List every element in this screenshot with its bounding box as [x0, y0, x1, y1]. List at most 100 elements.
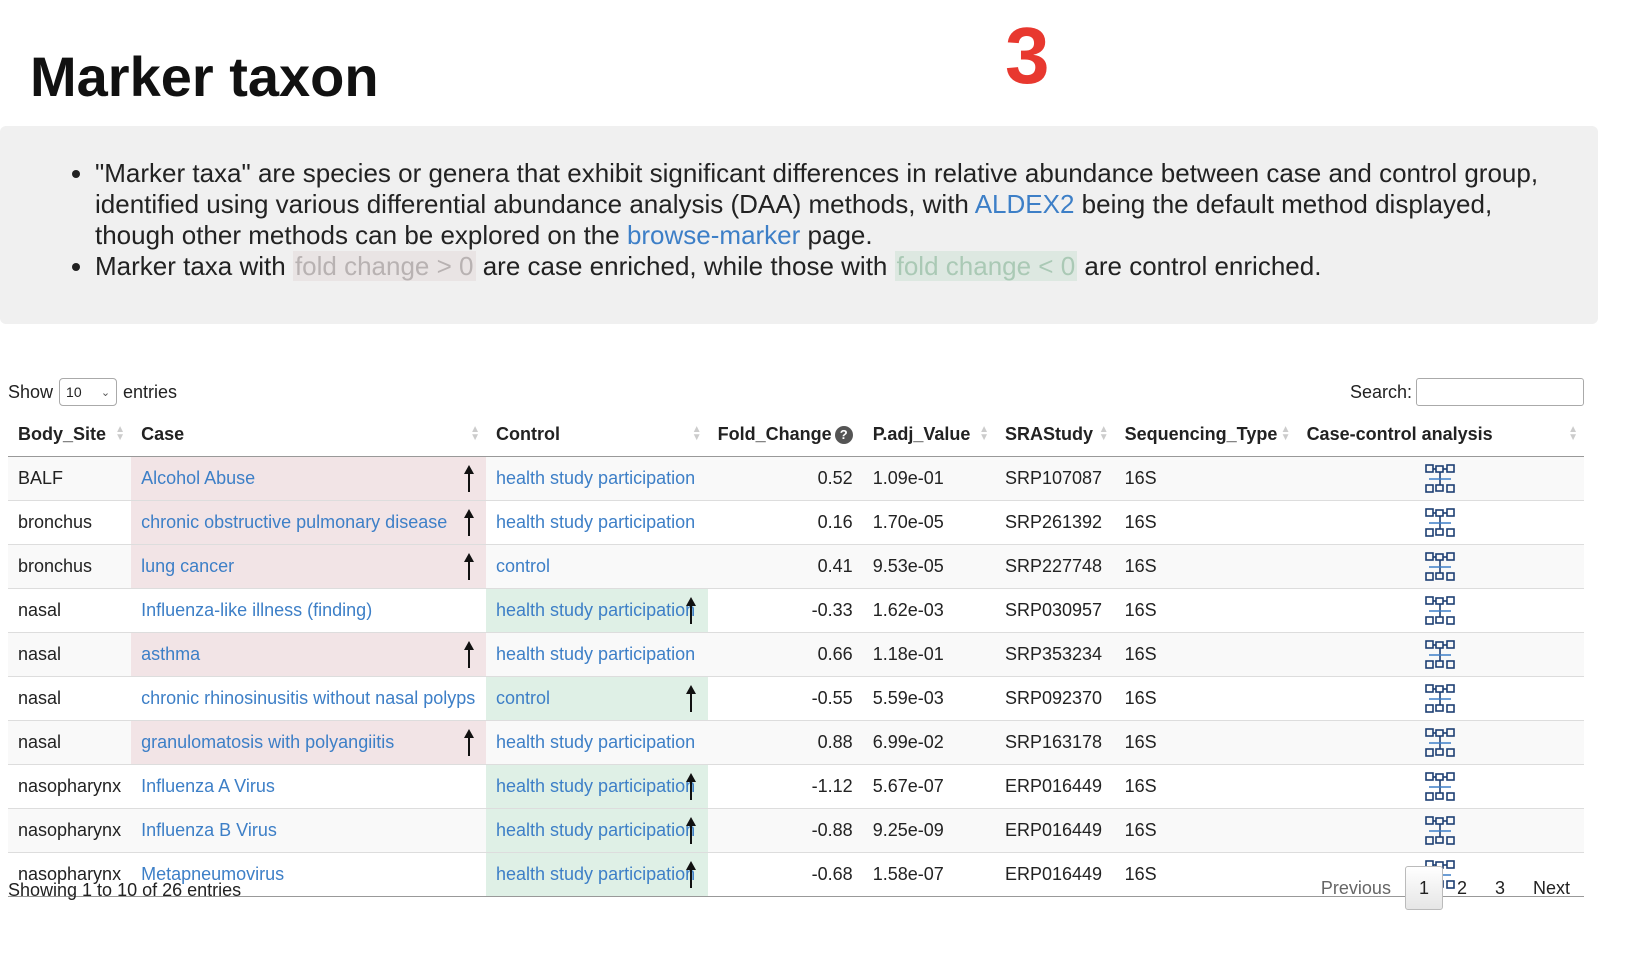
case-control-analysis-icon[interactable]	[1424, 683, 1456, 715]
case-control-analysis-icon[interactable]	[1424, 771, 1456, 803]
case-control-analysis-icon[interactable]	[1424, 727, 1456, 759]
th-sequencing-type[interactable]: Sequencing_Type ▲ ▼	[1114, 412, 1297, 457]
control-link[interactable]: control	[495, 688, 551, 708]
column-header-label: Fold_Change	[717, 423, 832, 444]
control-link[interactable]: health study participation	[495, 864, 696, 884]
column-header-label: SRAStudy	[1004, 423, 1093, 444]
th-fold-change[interactable]: Fold_Change?	[707, 412, 863, 457]
entries-length-value: 10	[66, 384, 82, 400]
case-link[interactable]: chronic rhinosinusitis without nasal pol…	[141, 688, 476, 708]
case-control-analysis-icon[interactable]	[1424, 595, 1456, 627]
cell-body-site: nasal	[8, 720, 132, 765]
table-row: nasal Influenza-like illness (finding) hea…	[8, 588, 1584, 633]
sort-arrows-icon: ▲ ▼	[470, 424, 480, 443]
sort-arrows-icon: ▲ ▼	[115, 424, 126, 443]
control-link[interactable]: health study participation	[495, 600, 696, 620]
cell-fold-change: 0.66	[707, 632, 863, 677]
cell-case: Influenza A Virus	[131, 764, 486, 809]
case-link[interactable]: lung cancer	[141, 556, 235, 576]
cell-body-site: bronchus	[8, 544, 132, 589]
case-link[interactable]: Metapneumovirus	[141, 864, 285, 884]
cell-case: asthma	[131, 632, 486, 677]
cell-sra-study: SRP030957	[994, 588, 1115, 633]
cell-case: Metapneumovirus	[131, 852, 486, 897]
th-sra-study[interactable]: SRAStudy ▲ ▼	[994, 412, 1115, 457]
control-link[interactable]: health study participation	[495, 820, 696, 840]
sort-arrows-icon: ▲ ▼	[979, 424, 989, 443]
column-header-label: Case-control analysis	[1306, 423, 1493, 444]
table-row: nasal chronic rhinosinusitis without nasa…	[8, 676, 1584, 721]
case-link[interactable]: granulomatosis with polyangiitis	[141, 732, 395, 752]
cell-padj-value: 1.62e-03	[862, 588, 995, 633]
control-link[interactable]: control	[495, 556, 551, 576]
cell-case: granulomatosis with polyangiitis	[131, 720, 486, 765]
up-arrow-icon	[463, 552, 474, 580]
column-header-label: Body_Site	[18, 423, 107, 444]
previous-page-button[interactable]: Previous	[1320, 878, 1391, 898]
cell-body-site: nasal	[8, 632, 132, 677]
case-control-analysis-icon[interactable]	[1424, 639, 1456, 671]
cell-control: health study participation	[485, 500, 708, 545]
question-circle-icon[interactable]: ?	[834, 425, 853, 444]
case-link[interactable]: Influenza B Virus	[141, 820, 277, 840]
th-case[interactable]: Case ▲ ▼	[131, 412, 486, 457]
table-row: nasal granulomatosis with polyangiitis hea…	[8, 720, 1584, 765]
cell-sra-study: SRP227748	[994, 544, 1115, 589]
control-link[interactable]: health study participation	[495, 732, 696, 752]
case-control-analysis-icon[interactable]	[1424, 507, 1456, 539]
cell-body-site: nasopharynx	[8, 852, 132, 897]
cell-sequencing-type: 16S	[1114, 500, 1297, 545]
control-link[interactable]: health study participation	[495, 468, 696, 488]
entries-label: entries	[123, 381, 178, 402]
case-control-analysis-icon[interactable]	[1424, 815, 1456, 847]
cell-sequencing-type: 16S	[1114, 852, 1297, 897]
case-link[interactable]: asthma	[141, 644, 201, 664]
aldex2-link[interactable]: ALDEX2	[974, 189, 1075, 219]
page-button-3[interactable]: 3	[1494, 878, 1505, 898]
cell-sra-study: ERP016449	[994, 764, 1115, 809]
chevron-down-icon: ⌄	[100, 386, 111, 399]
up-arrow-icon	[685, 860, 696, 888]
th-case-control-analysis[interactable]: Case-control analysis ▲ ▼	[1296, 412, 1584, 457]
case-link[interactable]: Alcohol Abuse	[141, 468, 256, 488]
th-body-site[interactable]: Body_Site ▲ ▼	[8, 412, 132, 457]
cell-fold-change: 0.88	[707, 720, 863, 765]
case-control-analysis-icon[interactable]	[1424, 463, 1456, 495]
control-link[interactable]: health study participation	[495, 776, 696, 796]
entries-length-select[interactable]: 10 ⌄	[59, 378, 118, 406]
sort-arrows-icon: ▲ ▼	[1568, 424, 1578, 443]
th-padj-value[interactable]: P.adj_Value ▲ ▼	[862, 412, 995, 457]
control-link[interactable]: health study participation	[495, 512, 696, 532]
cell-padj-value: 1.70e-05	[862, 500, 995, 545]
column-header-label: Control	[495, 423, 560, 444]
cell-padj-value: 1.18e-01	[862, 632, 995, 677]
search-input[interactable]	[1416, 378, 1584, 406]
info-text: Marker taxa with	[95, 251, 293, 281]
table-controls: Show 10 ⌄ entries Search:	[8, 378, 1584, 408]
case-control-analysis-icon[interactable]	[1424, 551, 1456, 583]
column-header-label: Sequencing_Type	[1124, 423, 1278, 444]
next-page-button[interactable]: Next	[1532, 878, 1570, 898]
browse-marker-link[interactable]: browse-marker	[626, 220, 801, 250]
cell-sequencing-type: 16S	[1114, 764, 1297, 809]
info-text: page.	[800, 220, 873, 250]
cell-sra-study: SRP107087	[994, 456, 1115, 501]
control-link[interactable]: health study participation	[495, 644, 696, 664]
cell-padj-value: 9.53e-05	[862, 544, 995, 589]
cell-sra-study: SRP261392	[994, 500, 1115, 545]
cell-body-site: nasal	[8, 588, 132, 633]
case-link[interactable]: Influenza A Virus	[141, 776, 275, 796]
cell-fold-change: 0.41	[707, 544, 863, 589]
cell-padj-value: 1.09e-01	[862, 456, 995, 501]
th-control[interactable]: Control ▲ ▼	[485, 412, 708, 457]
case-enriched-pill: fold change > 0	[292, 251, 476, 281]
cell-fold-change: -0.55	[707, 676, 863, 721]
cell-sequencing-type: 16S	[1114, 588, 1297, 633]
cell-case-control-analysis	[1296, 808, 1584, 853]
cell-control: health study participation	[485, 588, 708, 633]
case-link[interactable]: Influenza-like illness (finding)	[141, 600, 373, 620]
page-button-2[interactable]: 2	[1456, 878, 1467, 898]
table-row: BALF Alcohol Abuse health study participat…	[8, 456, 1584, 501]
page-button-1[interactable]: 1	[1404, 866, 1443, 910]
case-link[interactable]: chronic obstructive pulmonary disease	[141, 512, 448, 532]
